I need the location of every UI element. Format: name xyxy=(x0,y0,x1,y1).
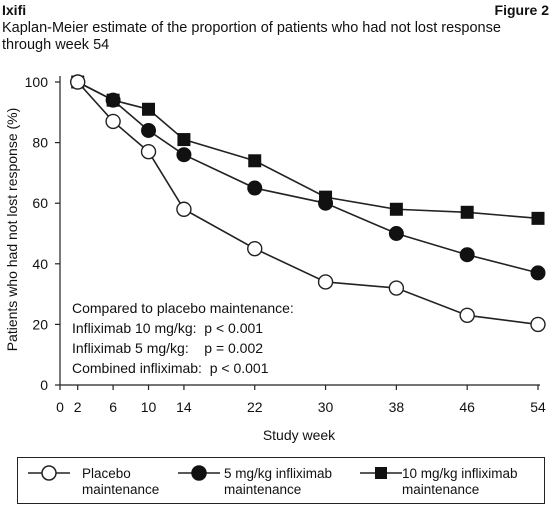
data-point-open-circle xyxy=(105,113,121,130)
legend-label: Placebo maintenance xyxy=(82,466,160,497)
x-tick-label: 14 xyxy=(176,399,192,415)
data-point-filled-circle xyxy=(318,195,334,211)
x-tick-label: 6 xyxy=(109,399,117,415)
data-point-square xyxy=(177,133,191,147)
legend-open-circle-icon xyxy=(41,465,57,481)
y-tick-label: 60 xyxy=(32,195,48,211)
x-tick-label: 22 xyxy=(247,399,263,415)
x-axis-label: Study week xyxy=(263,427,336,443)
x-tick-label: 0 xyxy=(56,399,64,415)
data-point-square xyxy=(460,205,474,219)
legend-label: 5 mg/kg infliximab maintenance xyxy=(224,466,333,497)
data-point-filled-circle xyxy=(105,92,121,108)
annotation-text: Infliximab 5 mg/kg: p = 0.002 xyxy=(72,340,263,356)
annotation-text: Combined infliximab: p < 0.001 xyxy=(72,360,269,376)
x-tick-label: 30 xyxy=(318,399,334,415)
data-point-filled-circle xyxy=(388,226,404,241)
data-point-filled-circle xyxy=(141,122,157,138)
legend-item-placebo: Placebo maintenance xyxy=(18,458,188,503)
data-point-square xyxy=(531,211,545,225)
data-point-square xyxy=(389,202,403,216)
data-point-open-circle xyxy=(247,240,263,257)
data-point-open-circle xyxy=(459,307,475,324)
x-tick-label: 10 xyxy=(141,399,157,415)
y-axis-label: Patients who had not lost response (%) xyxy=(4,108,20,352)
brand-name: Ixifi xyxy=(2,2,27,18)
data-point-open-circle xyxy=(70,74,86,90)
data-point-filled-circle xyxy=(247,180,263,196)
data-point-square xyxy=(142,102,156,116)
series-line xyxy=(77,81,539,326)
data-point-open-circle xyxy=(140,143,157,160)
data-point-open-circle xyxy=(530,316,546,333)
annotation-text: Compared to placebo maintenance: xyxy=(72,300,294,316)
x-tick-label: 38 xyxy=(389,399,405,415)
x-tick-label: 54 xyxy=(530,399,546,415)
y-tick-label: 80 xyxy=(32,135,48,151)
x-tick-label: 46 xyxy=(459,399,475,415)
legend-filled-circle-icon xyxy=(191,465,207,481)
x-tick-label: 2 xyxy=(74,399,82,415)
data-point-filled-circle xyxy=(530,265,546,281)
figure-label: Figure 2 xyxy=(494,2,549,18)
y-tick-label: 40 xyxy=(32,256,48,272)
data-point-filled-circle xyxy=(176,147,192,163)
chart-title: Kaplan-Meier estimate of the proportion … xyxy=(2,20,501,53)
legend-label: 10 mg/kg infliximab maintenance xyxy=(402,466,518,497)
data-point-open-circle xyxy=(388,280,405,296)
y-tick-label: 0 xyxy=(40,377,48,393)
data-point-open-circle xyxy=(317,274,334,290)
annotation-text: Infliximab 10 mg/kg: p < 0.001 xyxy=(72,320,263,336)
legend-item-10mg: 10 mg/kg infliximab maintenance xyxy=(350,458,546,503)
data-point-open-circle xyxy=(176,201,192,217)
y-tick-label: 100 xyxy=(25,74,49,90)
data-point-square xyxy=(248,154,262,168)
data-point-filled-circle xyxy=(459,247,475,263)
chart-legend: Placebo maintenance 5 mg/kg infliximab m… xyxy=(17,457,545,504)
legend-filled-square-icon xyxy=(375,467,387,479)
legend-item-5mg: 5 mg/kg infliximab maintenance xyxy=(168,458,368,503)
y-tick-label: 20 xyxy=(32,316,48,332)
